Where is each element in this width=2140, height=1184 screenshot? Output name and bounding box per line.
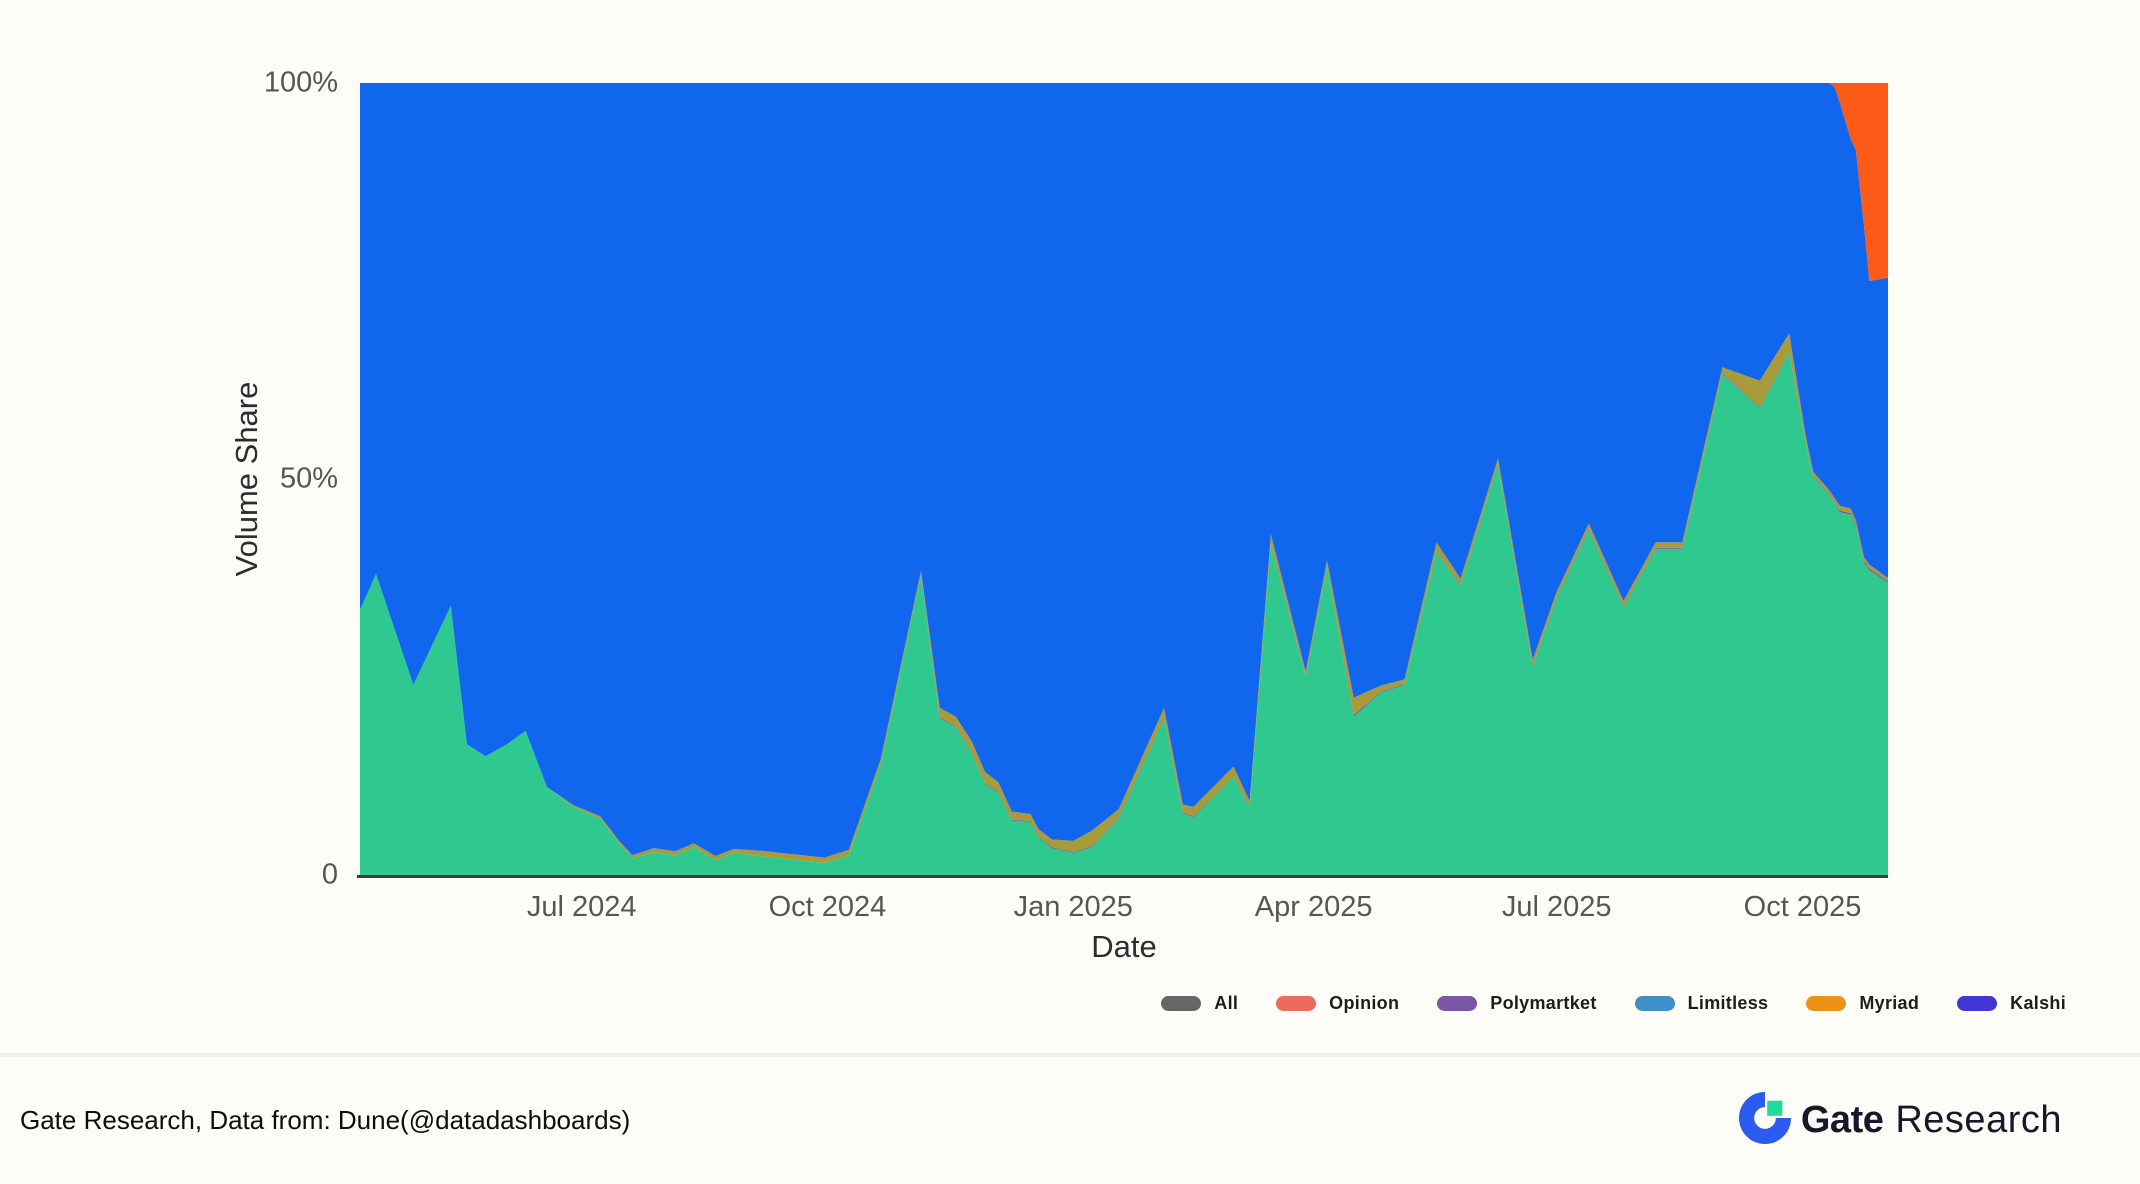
legend-label: Polymartket — [1490, 993, 1597, 1013]
source-attribution: Gate Research, Data from: Dune(@datadash… — [20, 1105, 631, 1135]
y-axis-tick-labels: 100% 50% 0 — [228, 0, 338, 1184]
legend-label: All — [1214, 993, 1239, 1013]
legend-swatch-icon — [1161, 996, 1202, 1011]
x-tick-oct-2024: Oct 2024 — [768, 891, 887, 923]
legend-swatch-icon — [1276, 996, 1317, 1011]
gate-research-logo: Gate Research — [1738, 1092, 2062, 1149]
legend-item-all[interactable]: All — [1161, 993, 1238, 1014]
legend-swatch-icon — [1634, 996, 1675, 1011]
legend-item-opinion[interactable]: Opinion — [1276, 993, 1399, 1014]
y-tick-50pct: 50% — [279, 462, 338, 495]
legend-swatch-icon — [1957, 996, 1998, 1011]
brand-name-regular: Research — [1895, 1099, 2062, 1141]
brand-name-bold: Gate — [1800, 1099, 1884, 1141]
footer-divider — [0, 1053, 2140, 1057]
legend-item-polymartket[interactable]: Polymartket — [1437, 993, 1596, 1014]
legend-label: Kalshi — [2010, 993, 2066, 1013]
x-tick-jan-2025: Jan 2025 — [1013, 891, 1133, 923]
x-axis-line — [357, 875, 1888, 878]
legend-swatch-icon — [1806, 996, 1847, 1011]
legend-item-kalshi[interactable]: Kalshi — [1957, 993, 2066, 1014]
legend-label: Myriad — [1859, 993, 1920, 1013]
x-tick-jul-2024: Jul 2024 — [526, 891, 637, 923]
gate-logo-icon — [1738, 1092, 1791, 1149]
x-tick-apr-2025: Apr 2025 — [1254, 891, 1373, 923]
area-series-opinion[interactable] — [1829, 83, 1888, 281]
legend-label: Opinion — [1329, 993, 1400, 1013]
x-axis-tick-labels: Jul 2024 Oct 2024 Jan 2025 Apr 2025 Jul 2025… — [360, 891, 1888, 931]
y-tick-100pct: 100% — [263, 66, 338, 99]
y-tick-0: 0 — [321, 858, 338, 891]
x-axis-title: Date — [1091, 929, 1157, 964]
legend-item-myriad[interactable]: Myriad — [1806, 993, 1919, 1014]
stacked-area-chart[interactable] — [360, 83, 1888, 875]
area-series-polymartket[interactable] — [360, 83, 1888, 858]
area-series-kalshi[interactable] — [360, 352, 1888, 875]
x-tick-jul-2025: Jul 2025 — [1501, 891, 1612, 923]
stacked-area-svg — [360, 83, 1888, 875]
legend-swatch-icon — [1437, 996, 1478, 1011]
legend-item-limitless[interactable]: Limitless — [1634, 993, 1769, 1014]
brand-name: Gate Research — [1801, 1099, 2062, 1142]
area-series-myriad[interactable] — [547, 333, 1888, 864]
legend-label: Limitless — [1687, 993, 1769, 1013]
chart-legend: All Opinion Polymartket Limitless Myriad Kals… — [1161, 993, 2066, 1014]
x-tick-oct-2025: Oct 2025 — [1743, 891, 1862, 923]
